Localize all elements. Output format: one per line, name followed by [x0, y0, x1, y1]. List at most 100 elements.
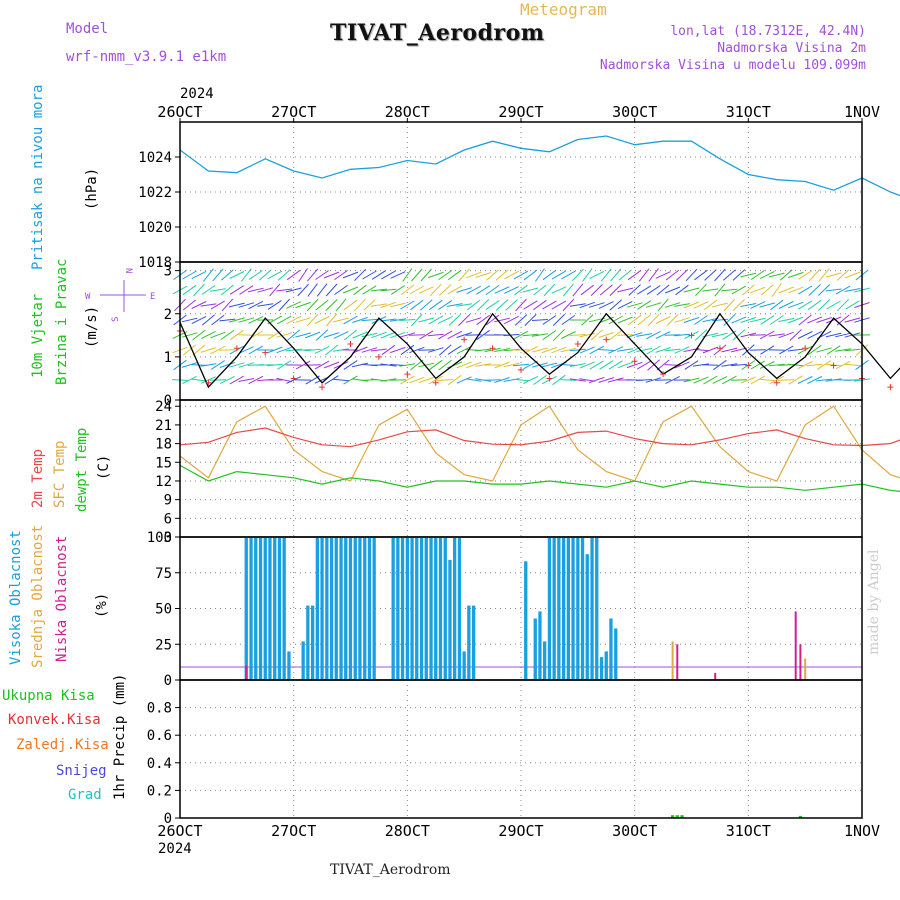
wind-arrow — [702, 346, 719, 354]
gust-marker — [631, 358, 638, 365]
high-bar — [571, 537, 575, 680]
wind-arrow — [541, 346, 558, 354]
wind-arrow — [569, 303, 586, 307]
wind-arrow — [561, 314, 576, 326]
wind-arrow — [646, 345, 661, 355]
wind-arrow — [768, 363, 785, 367]
wind-arrow — [494, 347, 510, 353]
wind-arrow — [456, 345, 472, 355]
wind-arrow — [409, 346, 425, 354]
wind-arrow — [806, 363, 823, 367]
wind-panel: 0 1 2 3 10m Vjetar Brzina i Pravac (m/s) N … — [30, 259, 900, 409]
high-bar — [547, 537, 552, 680]
wind-arrow — [684, 360, 699, 370]
wind-arrow — [618, 269, 632, 281]
y-tick-label: 0.8 — [147, 701, 172, 717]
wind-arrow — [334, 269, 348, 281]
wind-arrow — [200, 363, 217, 367]
total-bar — [675, 815, 679, 818]
wind-arrow — [628, 284, 641, 296]
wind-arrow — [541, 362, 558, 368]
wind-arrow — [683, 317, 700, 323]
wind-arrow — [418, 362, 435, 368]
high-bar — [419, 537, 424, 680]
wind-arrow — [740, 376, 756, 384]
gust-marker — [432, 379, 439, 386]
wind-arrow — [760, 345, 775, 355]
wind-arrow — [229, 271, 245, 279]
wind-arrow — [295, 349, 312, 351]
wind-arrow — [191, 270, 207, 280]
wind-arrow — [694, 329, 708, 341]
wind-arrow — [646, 285, 661, 295]
wind-arrow — [257, 303, 274, 307]
precip-bars — [670, 815, 803, 818]
wind-arrow — [247, 287, 264, 293]
wind-arrow — [730, 363, 747, 367]
wind-arrow — [390, 346, 406, 354]
wind-arrow — [589, 376, 605, 384]
wind-arrow — [569, 334, 586, 336]
wind-arrow — [475, 378, 492, 382]
wind-arrow — [579, 301, 595, 309]
wind-arrow — [788, 301, 804, 309]
wind-arrow — [787, 363, 804, 367]
mid-cloud-ylabel: Srednja Oblacnost — [30, 525, 46, 668]
wind-arrow — [543, 283, 556, 297]
sfc-temp-ylabel: SFC Temp — [52, 441, 68, 508]
wind-arrow — [723, 314, 736, 326]
bottom-date-label: 1NOV — [844, 822, 880, 840]
wind-arrow — [768, 272, 785, 278]
wind-arrow — [248, 316, 264, 324]
wind-arrow — [229, 375, 245, 385]
wind-arrow — [475, 272, 491, 278]
wind-arrow — [590, 329, 604, 341]
y-tick-label: 100 — [147, 530, 172, 546]
wind-arrow — [438, 344, 452, 356]
high-bar — [410, 537, 414, 680]
wind-arrow — [429, 359, 443, 371]
wind-arrow — [238, 346, 254, 354]
wind-arrow — [485, 300, 500, 310]
wind-arrow — [750, 375, 766, 385]
compass-south: S — [111, 317, 121, 322]
wind-arrow — [285, 348, 302, 352]
wind-arrow — [418, 376, 434, 384]
cloud-bars — [244, 537, 807, 681]
top-date-label: 30OCT — [612, 103, 657, 121]
wind-arrow — [562, 283, 574, 297]
high-bar — [249, 537, 253, 680]
wind-arrow — [389, 318, 406, 322]
wind-arrow — [825, 378, 842, 382]
high-bar — [467, 605, 471, 680]
wind-arrow — [560, 347, 577, 353]
wind-arrow — [447, 345, 462, 355]
wind-arrow — [447, 374, 462, 386]
temperature-y-ticks: 3 6 9 12 15 18 21 24 — [155, 399, 180, 546]
wind-arrow — [248, 270, 263, 280]
wind-arrow — [741, 284, 755, 296]
high-bar — [590, 537, 594, 680]
wind-arrow — [465, 271, 482, 279]
gust-marker — [716, 345, 723, 352]
wind-arrow — [276, 377, 293, 383]
wind-arrow — [656, 359, 670, 371]
pressure-y-ticks: 1018 1020 1022 1024 — [138, 150, 180, 271]
compass-rose: N S W E — [85, 268, 155, 322]
wind-arrow — [325, 283, 338, 297]
sfc-temp-line — [179, 405, 900, 482]
wind-arrow — [655, 347, 671, 353]
wind-arrow — [750, 360, 766, 370]
wind-arrow — [182, 375, 197, 385]
wind-arrow — [598, 377, 615, 383]
wind-arrow — [241, 268, 252, 282]
high-bar — [400, 537, 405, 680]
wind-arrow — [569, 378, 586, 382]
wind-arrow — [655, 316, 671, 324]
wind-arrow — [181, 362, 198, 368]
wind-y-ticks: 0 1 2 3 — [164, 264, 180, 409]
wind-arrow — [665, 286, 681, 294]
wind-arrow — [420, 268, 432, 282]
wind-arrow — [626, 332, 643, 338]
